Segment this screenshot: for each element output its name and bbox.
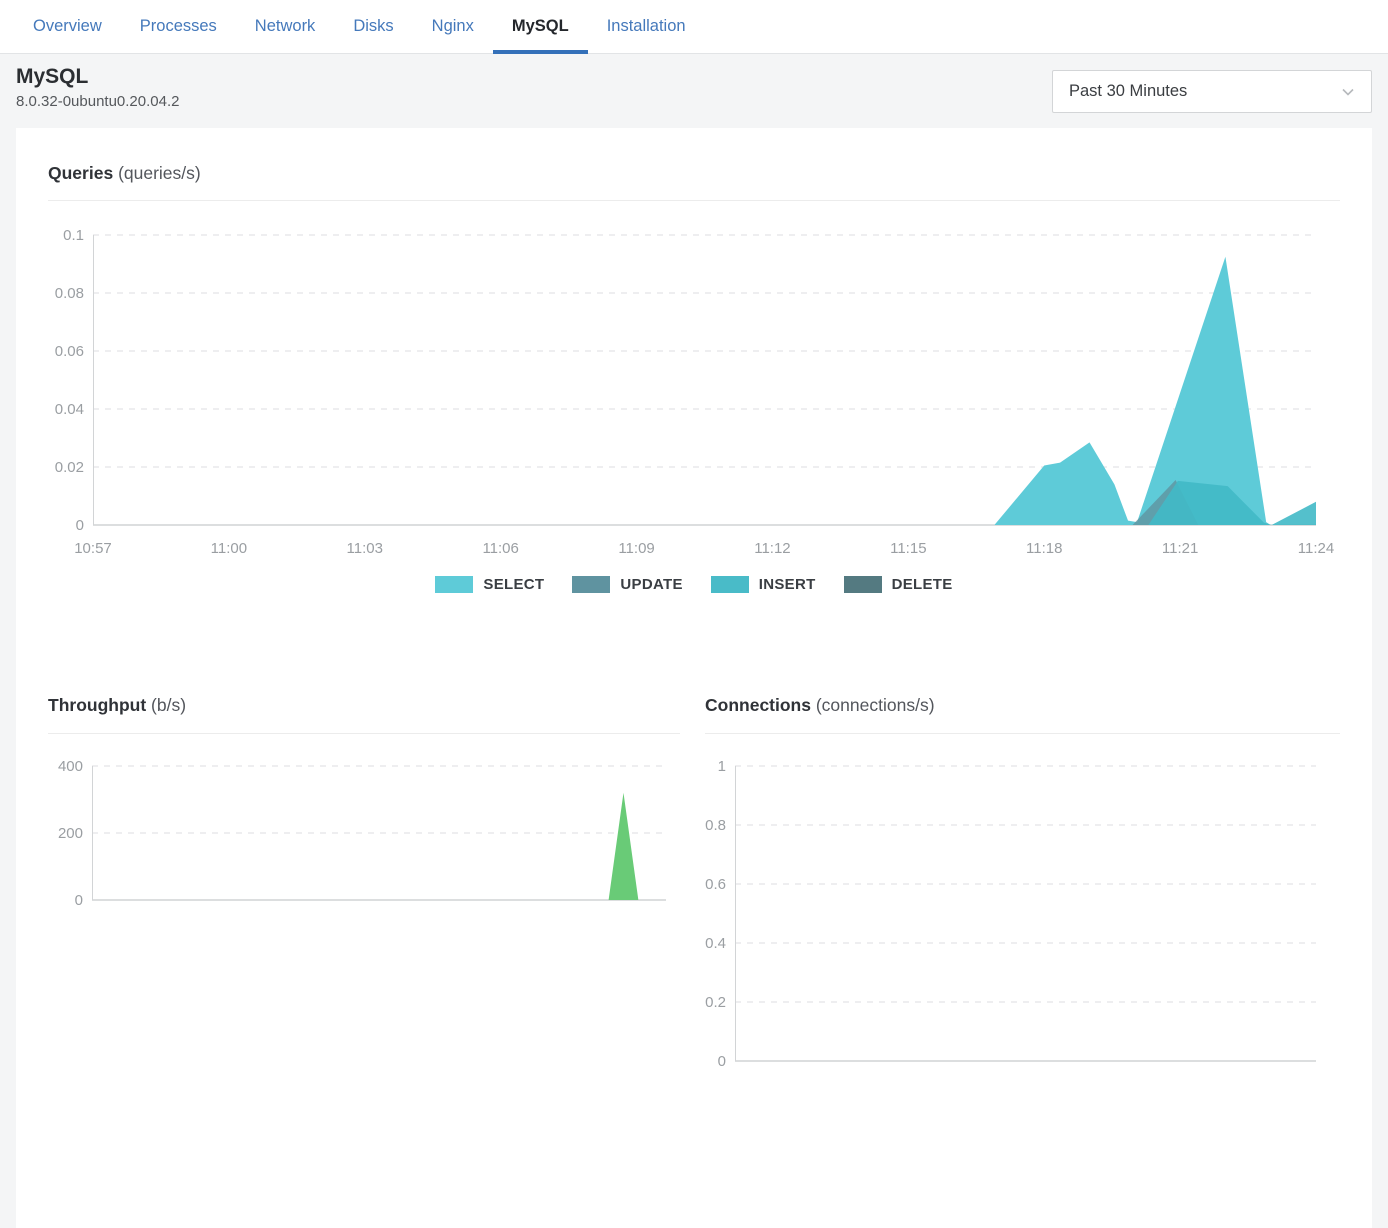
mysql-version: 8.0.32-0ubuntu0.20.04.2 (16, 93, 180, 110)
connections-title-unit: (connections/s) (815, 695, 935, 715)
throughput-title-text: Throughput (48, 695, 147, 715)
legend-item-delete: DELETE (843, 576, 953, 593)
svg-text:11:09: 11:09 (618, 540, 654, 557)
tab-nginx[interactable]: Nginx (431, 17, 474, 35)
connections-chart: 0 0.2 0.4 0.6 0.8 1 (705, 758, 1316, 1070)
legend-swatch-insert (710, 576, 749, 593)
throughput-section-title: Throughput (b/s) (48, 693, 186, 717)
throughput-chart: 0 200 400 (58, 758, 666, 909)
connections-divider (705, 733, 1340, 734)
svg-text:200: 200 (58, 825, 83, 842)
page-header: MySQL 8.0.32-0ubuntu0.20.04.2 Past 30 Mi… (0, 54, 1388, 128)
queries-title-text: Queries (48, 163, 114, 183)
legend-swatch-update (572, 576, 611, 593)
legend-label: UPDATE (620, 576, 683, 593)
svg-text:11:24: 11:24 (1298, 540, 1334, 557)
legend-item-select: SELECT (435, 576, 544, 593)
svg-text:0.2: 0.2 (705, 994, 726, 1011)
throughput-divider (48, 733, 680, 734)
queries-divider (48, 200, 1340, 201)
svg-text:0.06: 0.06 (55, 343, 84, 360)
tab-processes[interactable]: Processes (139, 17, 217, 35)
time-range-select[interactable]: Past 30 Minutes (1052, 70, 1372, 113)
svg-text:1: 1 (718, 758, 726, 775)
svg-text:400: 400 (58, 758, 83, 775)
svg-text:0.6: 0.6 (705, 876, 726, 893)
time-range-value: Past 30 Minutes (1069, 82, 1188, 100)
svg-text:11:00: 11:00 (211, 540, 247, 557)
charts-card: Queries (queries/s) 0 0.02 0.04 0.06 0.08 0.1… (16, 128, 1372, 1228)
tab-mysql[interactable]: MySQL (492, 0, 588, 54)
tab-overview[interactable]: Overview (33, 17, 102, 35)
tab-installation[interactable]: Installation (606, 17, 686, 35)
queries-title-unit: (queries/s) (118, 163, 201, 183)
queries-section-title: Queries (queries/s) (48, 161, 201, 185)
svg-text:0: 0 (718, 1053, 726, 1070)
svg-text:11:12: 11:12 (754, 540, 790, 557)
svg-text:0.08: 0.08 (55, 285, 84, 302)
connections-title-text: Connections (705, 695, 811, 715)
tab-network[interactable]: Network (254, 17, 316, 35)
queries-chart: 0 0.02 0.04 0.06 0.08 0.1 10:57 11:00 11:03 11:06… (55, 227, 1334, 557)
connections-section-title: Connections (connections/s) (705, 693, 935, 717)
svg-text:11:18: 11:18 (1026, 540, 1062, 557)
svg-text:0.4: 0.4 (705, 935, 726, 952)
svg-text:0.02: 0.02 (55, 459, 84, 476)
legend-item-update: UPDATE (572, 576, 682, 593)
throughput-title-unit: (b/s) (151, 695, 187, 715)
svg-text:0: 0 (75, 892, 83, 909)
page-title: MySQL (16, 65, 89, 88)
svg-text:10:57: 10:57 (74, 540, 112, 557)
svg-text:0.1: 0.1 (63, 227, 84, 244)
legend-item-insert: INSERT (710, 576, 816, 593)
svg-text:0: 0 (76, 517, 84, 534)
legend-label: DELETE (891, 576, 953, 593)
legend-label: SELECT (483, 576, 545, 593)
svg-text:0.04: 0.04 (55, 401, 84, 418)
svg-text:0.8: 0.8 (705, 817, 726, 834)
queries-legend: SELECT UPDATE INSERT DELETE (16, 576, 1372, 593)
svg-text:11:15: 11:15 (890, 540, 926, 557)
tab-bar: Overview Processes Network Disks Nginx MySQL I… (0, 0, 1388, 54)
svg-text:11:03: 11:03 (347, 540, 383, 557)
legend-label: INSERT (758, 576, 816, 593)
svg-text:11:21: 11:21 (1162, 540, 1198, 557)
legend-swatch-delete (843, 576, 882, 593)
tab-disks[interactable]: Disks (353, 17, 394, 35)
chevron-down-icon (1339, 83, 1357, 101)
legend-swatch-select (435, 576, 474, 593)
svg-text:11:06: 11:06 (482, 540, 518, 557)
